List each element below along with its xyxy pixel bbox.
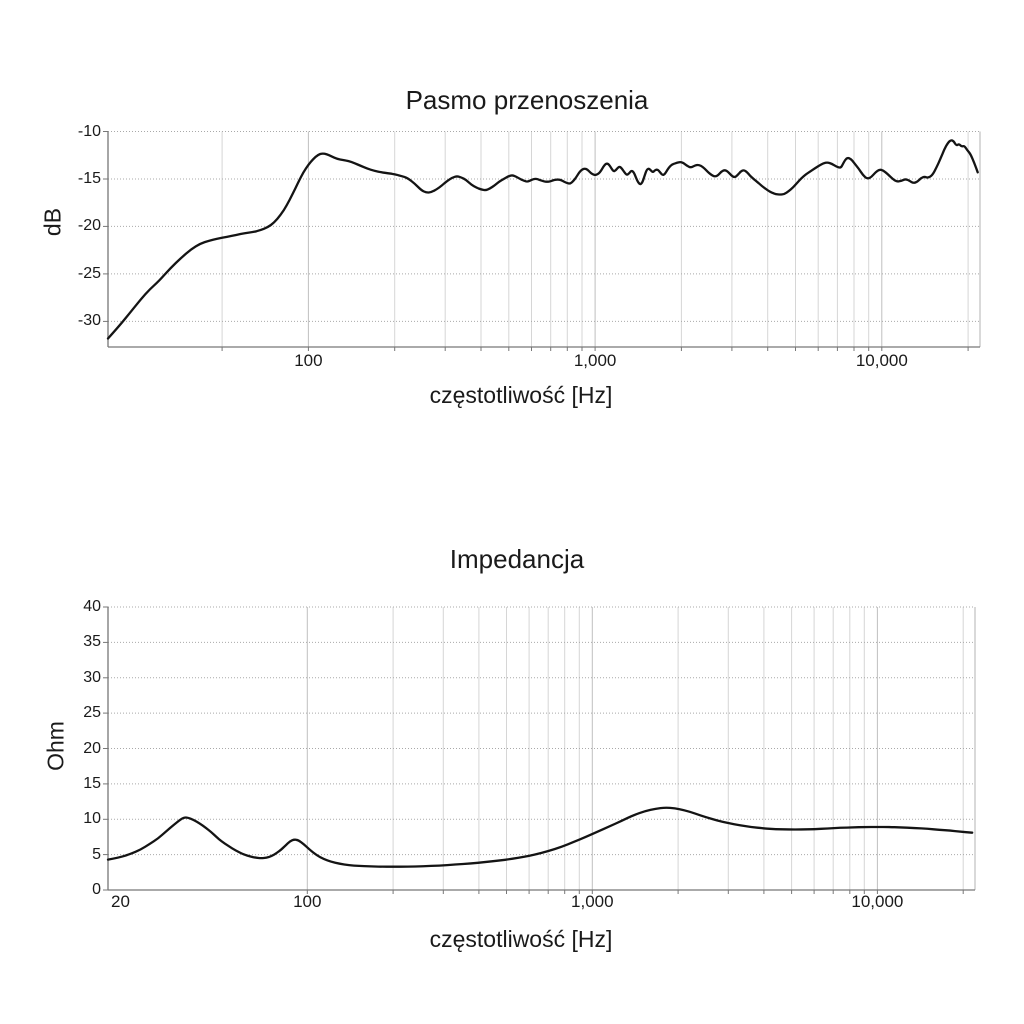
data-curve — [106, 139, 979, 340]
data-curve — [106, 806, 974, 868]
